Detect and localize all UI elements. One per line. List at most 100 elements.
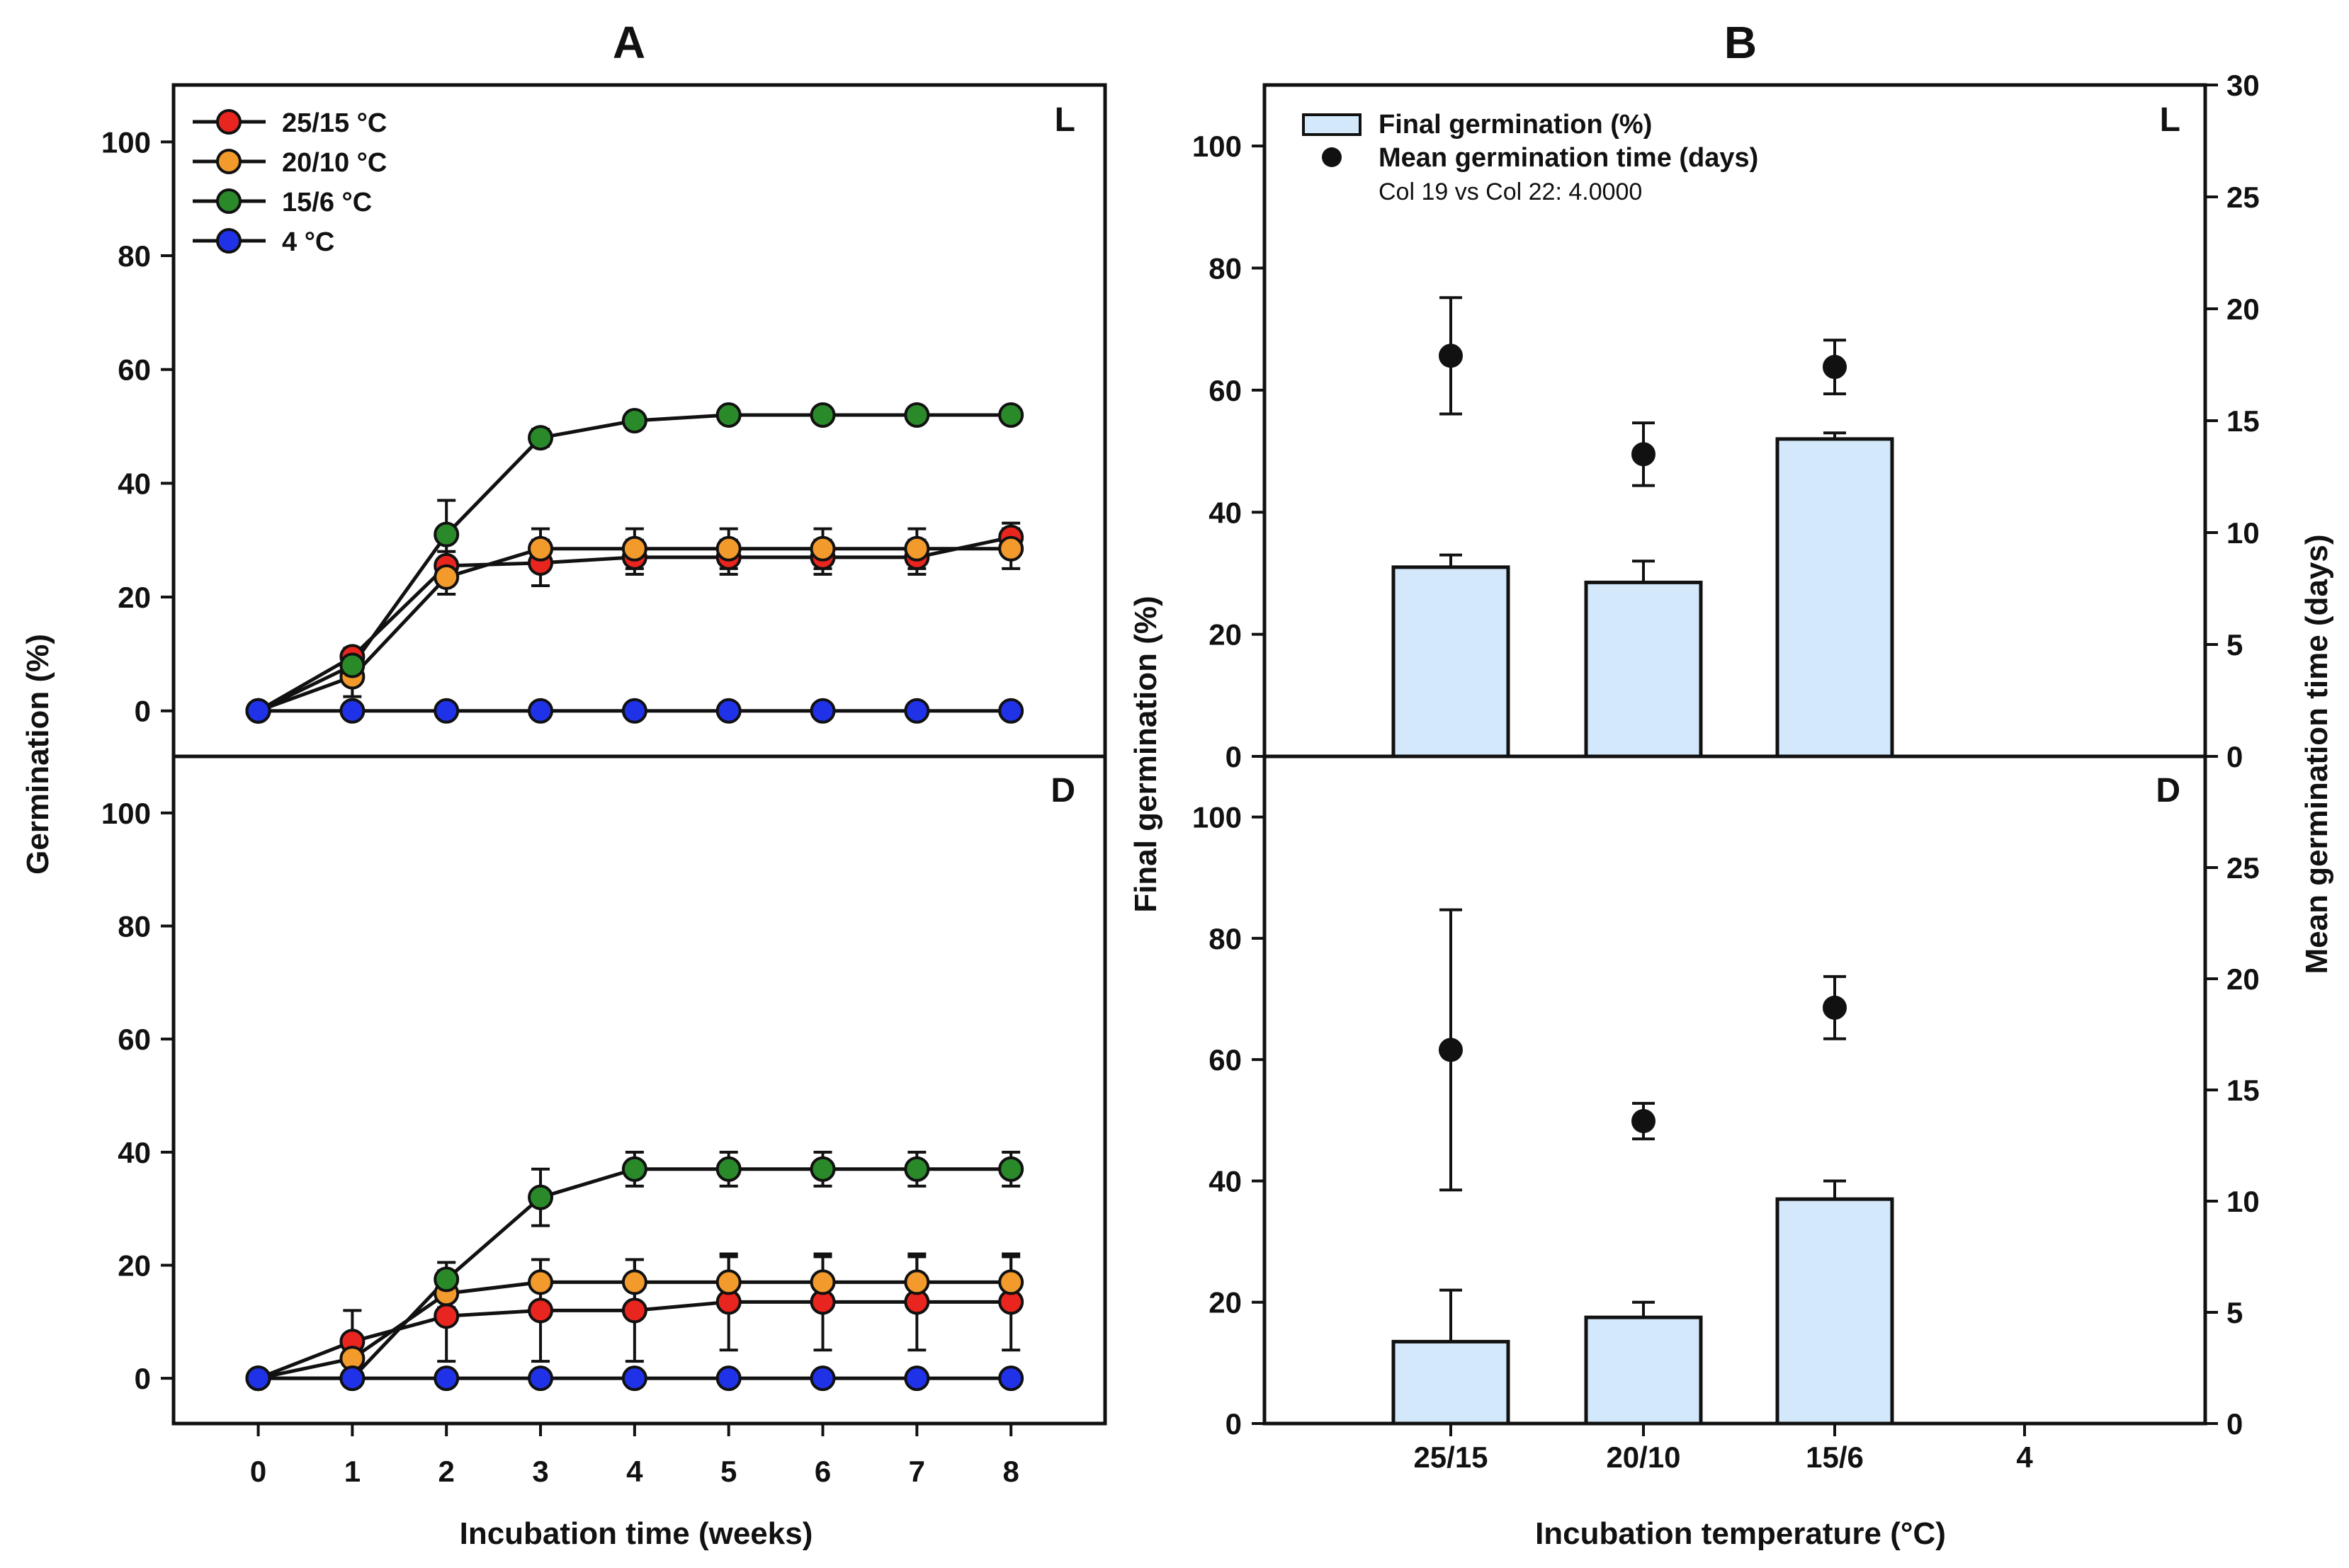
data-point — [245, 698, 271, 724]
legend-marker — [216, 188, 242, 214]
chart-a-xtick-label: 1 — [344, 1455, 361, 1488]
chart-b-legend-note: Col 19 vs Col 22: 4.0000 — [1379, 178, 1642, 205]
data-point — [810, 1365, 836, 1392]
chart-a-ytick-label: 0 — [135, 695, 151, 728]
chart-b-xtick-label: 25/15 — [1413, 1441, 1488, 1474]
chart-a-xlabel: Incubation time (weeks) — [460, 1516, 813, 1551]
data-point — [621, 1156, 647, 1182]
chart-b-ytick-label: 20 — [1209, 1286, 1242, 1319]
data-point — [339, 698, 366, 724]
chart-b-ytick-label: 0 — [1226, 1407, 1242, 1441]
data-point — [434, 564, 460, 590]
data-point — [810, 1156, 836, 1182]
chart-b-y2tick-label: 10 — [2226, 1185, 2260, 1218]
mgt-point — [1439, 1038, 1463, 1062]
chart-b-y2tick-label: 15 — [2226, 1074, 2260, 1107]
bar-25/15 — [1391, 565, 1510, 759]
data-point — [528, 698, 554, 724]
chart-b-xlabel: Incubation temperature (°C) — [1535, 1516, 1946, 1551]
chart-a-ytick-label: 60 — [118, 1023, 151, 1056]
chart-b-ytick-label: 20 — [1209, 618, 1242, 652]
chart-b-y2tick-label: 10 — [2226, 516, 2260, 550]
chart-a-ytick-label: 0 — [135, 1362, 151, 1395]
chart-a-xtick-label: 0 — [250, 1455, 266, 1488]
data-point — [998, 1269, 1024, 1295]
chart-b-y2tick-label: 5 — [2226, 628, 2243, 661]
data-point — [998, 698, 1024, 724]
chart-a-xtick-label: 4 — [626, 1455, 643, 1488]
data-point — [998, 1156, 1024, 1182]
data-point — [621, 698, 647, 724]
data-point — [715, 535, 742, 562]
bar-20/10 — [1584, 580, 1703, 759]
panel-label-b: B — [1724, 17, 1757, 68]
data-point — [434, 1266, 460, 1293]
data-point — [528, 1269, 554, 1295]
data-point — [339, 652, 366, 678]
chart-b-y2tick-label: 25 — [2226, 181, 2260, 214]
data-point — [810, 535, 836, 562]
chart-b-y2tick-label: 0 — [2226, 1407, 2243, 1441]
chart-a-top-label: L — [1055, 101, 1075, 139]
legend-marker — [216, 149, 242, 174]
data-point — [715, 1269, 742, 1295]
chart-b-ylabel: Final germination (%) — [1128, 596, 1163, 912]
data-point — [434, 521, 460, 547]
data-point — [810, 402, 836, 428]
chart-b-legend-bar-label: Final germination (%) — [1379, 110, 1652, 140]
data-point — [810, 698, 836, 724]
chart-b-ytick-label: 100 — [1192, 801, 1242, 834]
chart-a-ytick-label: 60 — [118, 353, 151, 387]
chart-a-ylabel: Germination (%) — [21, 634, 55, 875]
data-point — [621, 1297, 647, 1324]
data-point — [434, 1365, 460, 1392]
chart-b-ytick-label: 0 — [1226, 740, 1242, 773]
mgt-point — [1631, 1108, 1655, 1133]
data-point — [904, 1156, 930, 1182]
data-point — [434, 1303, 460, 1329]
chart-a-ytick-label: 40 — [118, 467, 151, 500]
panel-label-a: A — [613, 17, 645, 68]
mgt-point — [1823, 355, 1847, 380]
data-point — [528, 1365, 554, 1392]
legend-marker — [216, 228, 242, 254]
data-point — [904, 1269, 930, 1295]
legend-point-swatch — [1322, 147, 1342, 167]
chart-b-y2tick-label: 20 — [2226, 292, 2260, 326]
bar-15/6 — [1775, 1197, 1894, 1426]
legend-marker — [216, 109, 242, 135]
data-point — [904, 1365, 930, 1392]
data-point — [621, 408, 647, 433]
chart-b-xtick-label: 15/6 — [1806, 1441, 1864, 1474]
chart-b-ytick-label: 80 — [1209, 922, 1242, 955]
mgt-point — [1439, 343, 1463, 368]
chart-b-y2tick-label: 5 — [2226, 1296, 2243, 1329]
data-point — [998, 535, 1024, 562]
chart-a-xtick-label: 8 — [1002, 1455, 1019, 1488]
chart-b-y2tick-label: 0 — [2226, 740, 2243, 773]
data-point — [998, 1365, 1024, 1392]
chart-a-ytick-label: 80 — [118, 239, 151, 273]
bar-15/6 — [1775, 437, 1894, 759]
chart-a-xtick-label: 3 — [532, 1455, 548, 1488]
chart-b-bottom-label: D — [2156, 772, 2180, 809]
chart-b-y2tick-label: 20 — [2226, 962, 2260, 996]
legend-label: 25/15 °C — [282, 108, 387, 138]
chart-b-y2tick-label: 15 — [2226, 404, 2260, 438]
data-point — [621, 1269, 647, 1295]
data-point — [715, 1156, 742, 1182]
data-point — [339, 1365, 366, 1392]
data-point — [621, 1365, 647, 1392]
mgt-point — [1631, 442, 1655, 467]
chart-b-ytick-label: 60 — [1209, 1043, 1242, 1076]
chart-b-ytick-label: 80 — [1209, 252, 1242, 285]
data-point — [904, 535, 930, 562]
chart-a-ytick-label: 100 — [101, 125, 151, 159]
data-point — [998, 402, 1024, 428]
chart-b-ytick-label: 40 — [1209, 496, 1242, 529]
chart-b-ytick-label: 100 — [1192, 130, 1242, 163]
mgt-point — [1823, 995, 1847, 1020]
data-point — [715, 698, 742, 724]
